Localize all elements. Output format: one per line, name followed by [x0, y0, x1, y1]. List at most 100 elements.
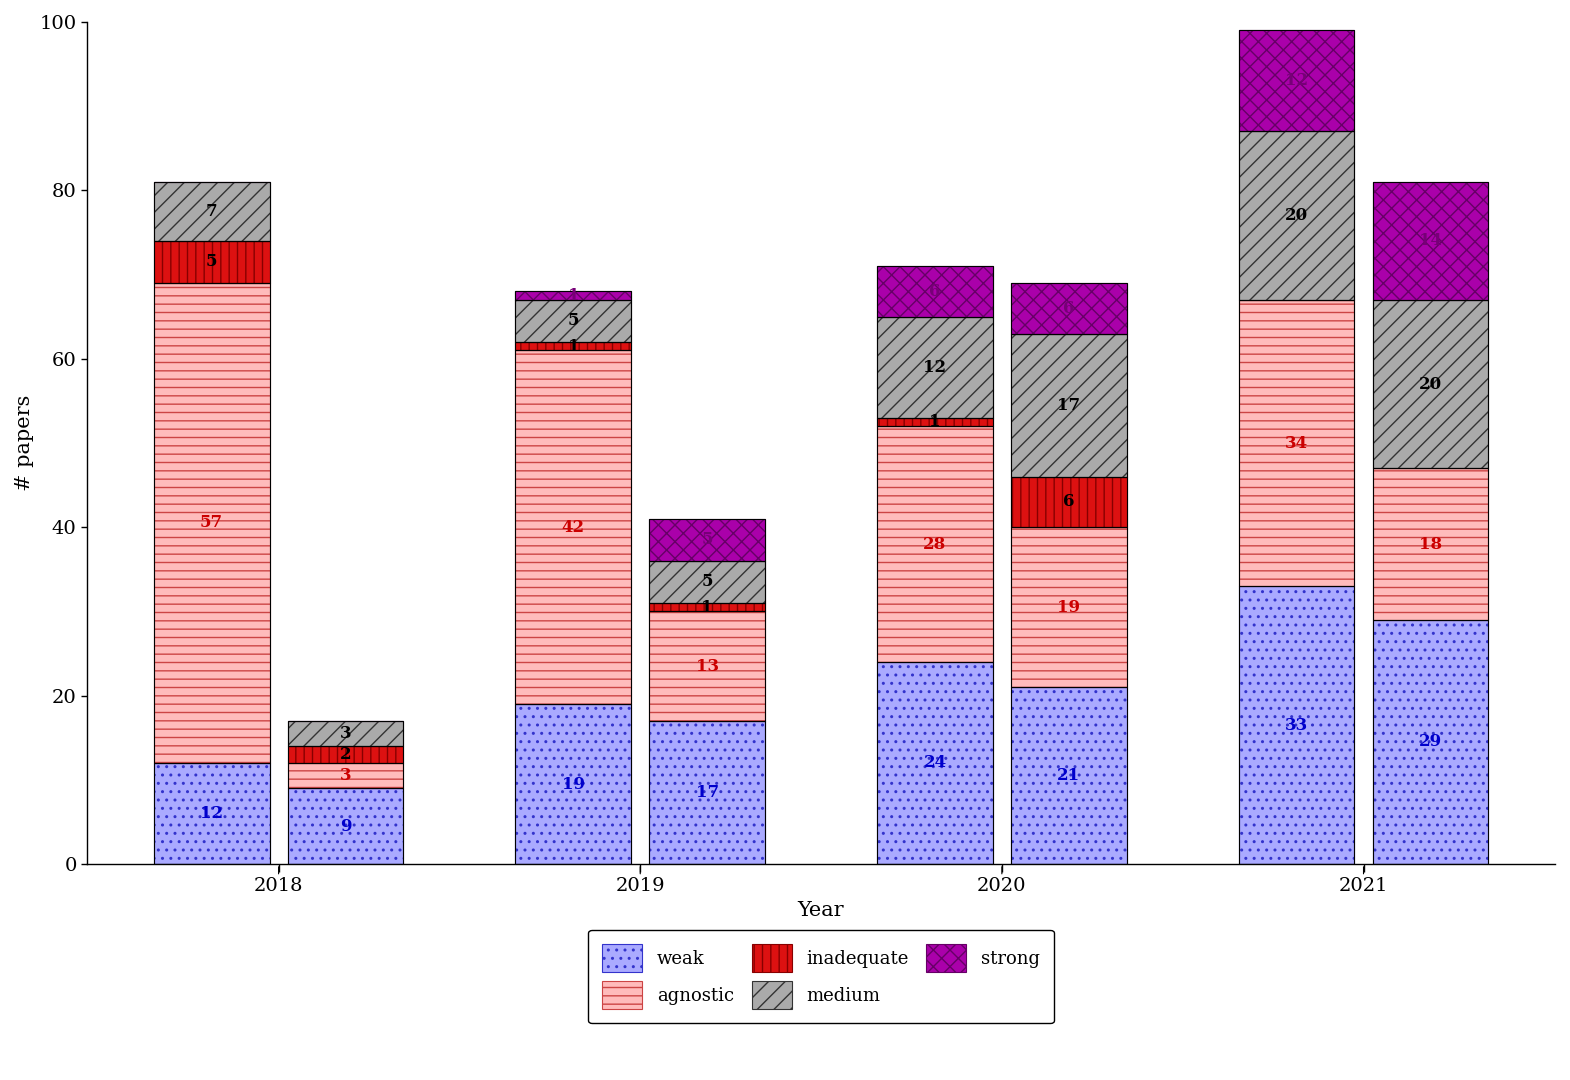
Bar — [515, 300, 631, 342]
Bar — [1372, 300, 1488, 469]
Bar — [1372, 183, 1488, 300]
Text: 12: 12 — [923, 359, 947, 376]
Bar — [1372, 469, 1488, 620]
Bar — [650, 611, 765, 720]
Bar — [287, 746, 403, 762]
Bar — [515, 350, 631, 704]
Text: 19: 19 — [562, 775, 584, 793]
Bar — [650, 518, 765, 561]
Text: 5: 5 — [702, 531, 713, 549]
Bar — [287, 720, 403, 746]
Bar — [650, 720, 765, 864]
Bar — [154, 181, 270, 241]
Bar — [1239, 30, 1355, 132]
Bar — [650, 561, 765, 603]
Bar — [1011, 527, 1127, 687]
Text: 20: 20 — [1284, 207, 1308, 225]
Bar — [515, 342, 631, 350]
Text: 5: 5 — [206, 254, 217, 270]
Text: 13: 13 — [696, 658, 719, 675]
Bar — [1239, 132, 1355, 300]
Bar — [1011, 687, 1127, 864]
Text: 17: 17 — [1057, 396, 1080, 414]
Bar — [878, 266, 992, 316]
Bar — [878, 662, 992, 864]
Bar — [1239, 586, 1355, 864]
Text: 5: 5 — [568, 312, 579, 329]
Bar — [650, 720, 765, 864]
Text: 18: 18 — [1419, 536, 1441, 553]
Text: 6: 6 — [1063, 494, 1074, 511]
Bar — [878, 266, 992, 316]
Bar — [515, 704, 631, 864]
Legend: weak, agnostic, inadequate, medium, strong: weak, agnostic, inadequate, medium, stro… — [589, 930, 1053, 1024]
Text: 24: 24 — [923, 755, 947, 771]
Text: 17: 17 — [696, 784, 719, 801]
Text: 34: 34 — [1284, 434, 1308, 451]
Bar — [650, 603, 765, 611]
Bar — [650, 561, 765, 603]
Bar — [1239, 132, 1355, 300]
Bar — [1372, 183, 1488, 300]
Bar — [878, 418, 992, 427]
Bar — [878, 427, 992, 662]
Bar — [287, 720, 403, 746]
Bar — [650, 603, 765, 611]
Bar — [1372, 620, 1488, 864]
Text: 1: 1 — [568, 338, 579, 354]
Text: 29: 29 — [1419, 733, 1441, 751]
Bar — [154, 283, 270, 762]
Bar — [1011, 476, 1127, 527]
Bar — [1372, 620, 1488, 864]
Text: 6: 6 — [929, 283, 940, 300]
Text: 3: 3 — [339, 725, 352, 742]
Bar — [1011, 527, 1127, 687]
Bar — [1011, 334, 1127, 476]
Text: 6: 6 — [1063, 300, 1074, 316]
Bar — [1372, 469, 1488, 620]
X-axis label: Year: Year — [798, 901, 845, 920]
Text: 7: 7 — [206, 203, 218, 220]
Text: 21: 21 — [1057, 767, 1080, 784]
Text: 28: 28 — [923, 536, 947, 553]
Bar — [878, 662, 992, 864]
Text: 12: 12 — [199, 805, 223, 822]
Bar — [154, 241, 270, 283]
Bar — [1011, 687, 1127, 864]
Bar — [878, 316, 992, 418]
Text: 42: 42 — [562, 518, 586, 536]
Text: 3: 3 — [339, 767, 352, 784]
Bar — [154, 283, 270, 762]
Bar — [1011, 476, 1127, 527]
Bar — [1011, 283, 1127, 334]
Bar — [154, 181, 270, 241]
Bar — [878, 427, 992, 662]
Bar — [878, 418, 992, 427]
Bar — [154, 241, 270, 283]
Bar — [515, 300, 631, 342]
Text: 1: 1 — [929, 414, 940, 431]
Bar — [287, 762, 403, 788]
Text: 2: 2 — [339, 746, 352, 764]
Text: 33: 33 — [1284, 716, 1308, 733]
Bar — [1239, 30, 1355, 132]
Bar — [287, 746, 403, 762]
Bar — [515, 350, 631, 704]
Y-axis label: # papers: # papers — [16, 395, 35, 491]
Bar — [650, 611, 765, 720]
Bar — [1011, 283, 1127, 334]
Bar — [1372, 300, 1488, 469]
Text: 14: 14 — [1419, 232, 1441, 249]
Bar — [878, 316, 992, 418]
Text: 1: 1 — [568, 287, 579, 305]
Text: 1: 1 — [702, 598, 713, 616]
Bar — [1239, 300, 1355, 586]
Bar — [154, 762, 270, 864]
Bar — [154, 762, 270, 864]
Bar — [1239, 300, 1355, 586]
Bar — [515, 342, 631, 350]
Bar — [287, 762, 403, 788]
Bar — [287, 788, 403, 864]
Text: 12: 12 — [1284, 72, 1308, 90]
Text: 9: 9 — [339, 818, 352, 835]
